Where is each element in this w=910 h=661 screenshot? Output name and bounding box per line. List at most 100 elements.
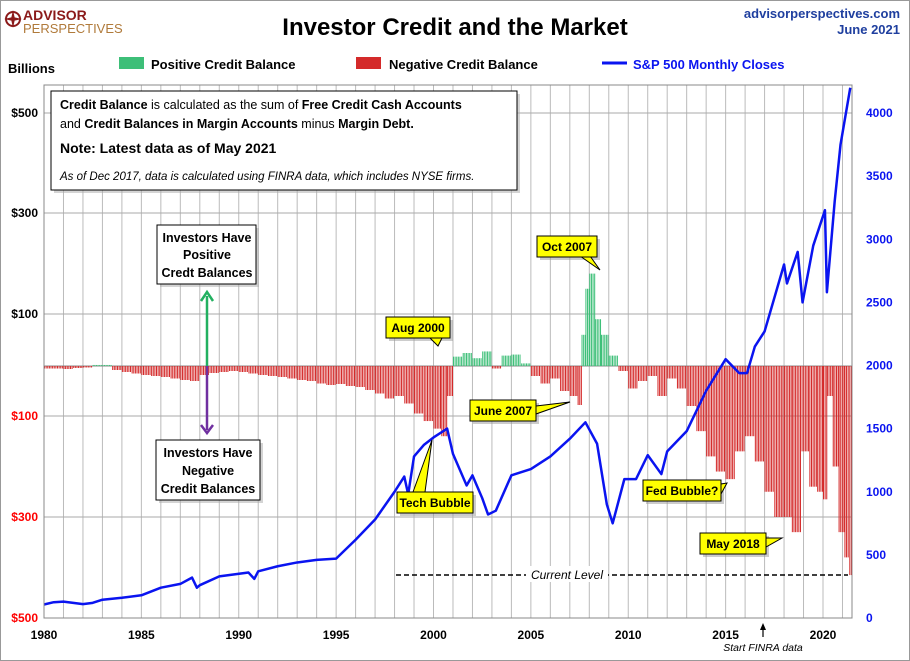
negative-credit-bar — [201, 366, 203, 375]
negative-credit-bar — [115, 366, 117, 370]
negative-credit-bar — [399, 366, 401, 396]
negative-credit-bar — [733, 366, 735, 480]
negative-credit-bar — [311, 366, 313, 381]
negative-credit-bar — [743, 366, 745, 452]
negative-credit-bar — [344, 366, 346, 384]
positive-credit-bar — [456, 356, 458, 366]
positive-credit-bar — [613, 355, 615, 366]
negative-credit-bar — [125, 366, 127, 372]
negative-credit-bar — [254, 366, 256, 374]
negative-credit-bar — [204, 366, 206, 375]
negative-credit-bar — [663, 366, 665, 396]
negative-credit-bar — [308, 366, 310, 381]
negative-credit-bar — [633, 366, 635, 389]
svg-text:Credit Balances: Credit Balances — [161, 482, 256, 496]
negative-credit-bar — [735, 366, 737, 452]
negative-credit-bar — [141, 366, 143, 375]
y-right-tick-label: 3000 — [866, 232, 893, 246]
y-left-tick-label: $300 — [11, 510, 38, 524]
positive-credit-bar — [516, 354, 518, 366]
negative-credit-bar — [381, 366, 383, 394]
negative-credit-bar — [495, 366, 497, 369]
negative-credit-bar — [817, 366, 819, 492]
negative-credit-bar — [767, 366, 769, 492]
negative-credit-bar — [79, 366, 81, 368]
negative-credit-bar — [243, 366, 245, 372]
negative-credit-bar — [342, 366, 344, 384]
negative-credit-bar — [334, 366, 336, 385]
negative-credit-bar — [196, 366, 198, 381]
negative-credit-bar — [313, 366, 315, 381]
negative-credit-bar — [670, 366, 672, 379]
negative-credit-bar — [352, 366, 354, 386]
y-right-tick-label: 4000 — [866, 106, 893, 120]
negative-credit-bar — [785, 366, 787, 517]
negative-credit-bar — [293, 366, 295, 379]
negative-credit-bar — [386, 366, 388, 399]
positive-credit-bar — [478, 358, 480, 366]
legend: Positive Credit Balance Negative Credit … — [119, 57, 784, 72]
negative-credit-bar — [545, 366, 547, 384]
positive-credit-bar — [583, 334, 585, 366]
negative-credit-bar — [706, 366, 708, 457]
negative-credit-bar — [779, 366, 781, 517]
negative-credit-bar — [76, 366, 78, 368]
negative-credit-bar — [717, 366, 719, 472]
negative-credit-bar — [81, 366, 83, 368]
negative-credit-bar — [405, 366, 407, 404]
negative-credit-bar — [564, 366, 566, 391]
positive-credit-bar — [104, 364, 106, 366]
negative-credit-bar — [298, 366, 300, 380]
negative-credit-bar — [194, 366, 196, 381]
negative-credit-bar — [295, 366, 297, 379]
negative-credit-bar — [558, 366, 560, 379]
negative-credit-bar — [388, 366, 390, 399]
negative-credit-bar — [844, 366, 846, 558]
svg-text:Investors Have: Investors Have — [164, 446, 253, 460]
negative-credit-bar — [849, 366, 851, 576]
negative-credit-bar — [282, 366, 284, 377]
negative-credit-bar — [185, 366, 187, 380]
negative-credit-bar — [535, 366, 537, 376]
positive-credit-bar — [610, 355, 612, 366]
negative-credit-bar — [709, 366, 711, 457]
negative-credit-bar — [290, 366, 292, 379]
negative-credit-bar — [409, 366, 411, 404]
negative-credit-bar — [563, 366, 565, 391]
negative-credit-bar — [556, 366, 558, 379]
arrow-down-icon — [200, 424, 214, 436]
negative-credit-bar — [216, 366, 218, 373]
legend-swatch-negative — [356, 57, 381, 69]
negative-credit-bar — [732, 366, 734, 480]
negative-credit-bar — [136, 366, 138, 374]
negative-credit-bar — [373, 366, 375, 390]
callout-oct2007: Oct 2007 — [536, 235, 601, 271]
negative-credit-bar — [138, 366, 140, 374]
legend-sp500: S&P 500 Monthly Closes — [633, 57, 784, 72]
negative-credit-bar — [315, 366, 317, 381]
positive-credit-bar — [485, 351, 487, 366]
negative-credit-bar — [168, 366, 170, 377]
x-tick-label: 1995 — [323, 628, 350, 642]
legend-swatch-positive — [119, 57, 144, 69]
negative-credit-bar — [574, 366, 576, 396]
positive-credit-bar — [480, 358, 482, 366]
negative-credit-bar — [160, 366, 162, 377]
negative-credit-bar — [329, 366, 331, 385]
negative-credit-bar — [637, 366, 640, 381]
negative-credit-bar — [305, 366, 307, 380]
negative-credit-bar — [376, 366, 378, 394]
negative-credit-bar — [846, 366, 848, 558]
negative-credit-bar — [537, 366, 539, 376]
positive-credit-bar — [461, 356, 463, 366]
negative-credit-bar — [787, 366, 789, 517]
negative-credit-bar — [272, 366, 274, 376]
negative-credit-bar — [203, 366, 205, 375]
negative-credit-bar — [209, 366, 211, 373]
negative-credit-bar — [87, 366, 89, 368]
positive-credit-bar — [482, 351, 484, 366]
positive-credit-bar — [526, 363, 528, 366]
positive-credit-bar — [595, 319, 597, 366]
positive-credit-bar — [474, 358, 476, 366]
negative-credit-bar — [47, 366, 49, 369]
